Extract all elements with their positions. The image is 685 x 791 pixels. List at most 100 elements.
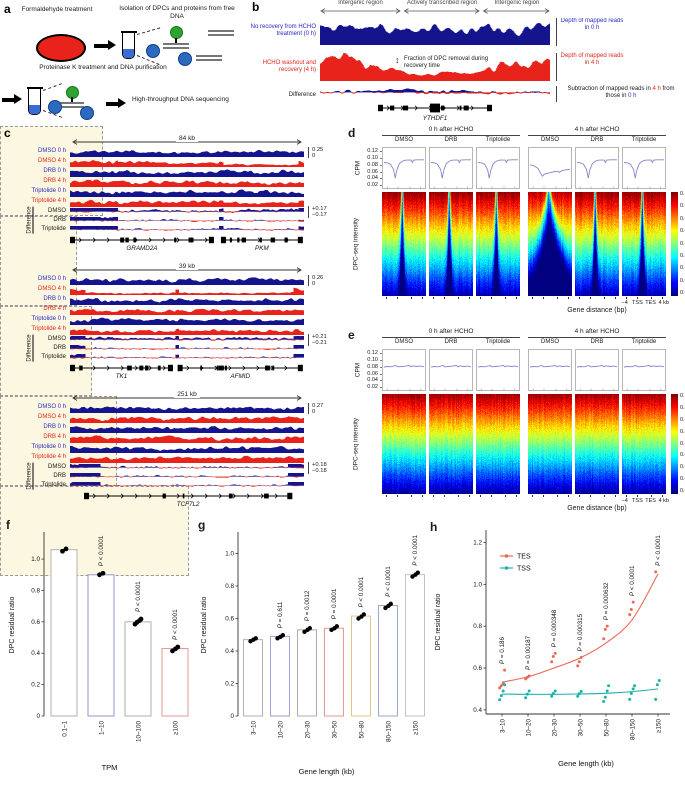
x-tick xyxy=(662,494,664,497)
point-TES xyxy=(654,570,658,574)
cpm-profile-0 xyxy=(382,147,426,189)
c-diff-1-2 xyxy=(70,354,304,362)
span-text: 251 kb xyxy=(174,391,200,398)
colorbar-tick-label: 0.05 xyxy=(680,252,685,259)
x-tick xyxy=(491,296,493,299)
highlight-box xyxy=(0,216,77,306)
svg-text:3–10: 3–10 xyxy=(500,719,507,734)
svg-text:P < 0.0001: P < 0.0001 xyxy=(358,576,365,607)
x-tick xyxy=(444,494,446,497)
panel-letter: f xyxy=(6,518,10,532)
gene-models: TK1 AFMID xyxy=(70,364,303,379)
c-track-0-5 xyxy=(70,198,304,207)
heatmap-1 xyxy=(429,192,473,296)
track-label: DRB 0 h xyxy=(43,167,66,174)
bar-80–150 xyxy=(378,605,398,717)
svg-text:0.2: 0.2 xyxy=(225,681,234,688)
data-point xyxy=(253,636,258,641)
updown-arrow-icon: ↕ xyxy=(395,55,400,65)
colorbar-tick-label: 0.02 xyxy=(680,488,685,494)
dna-icon xyxy=(163,43,189,49)
x-tick xyxy=(397,296,399,299)
gene-models: GRAMD2A PKM xyxy=(70,236,303,251)
svg-text:0.4: 0.4 xyxy=(31,650,40,657)
point-TES xyxy=(527,674,531,678)
c-track-0-1 xyxy=(70,158,304,167)
svg-text:50–80: 50–80 xyxy=(359,721,366,739)
region-label-intergenic-right: Intergenic region xyxy=(494,0,540,6)
x-tick xyxy=(410,494,412,497)
span-arrow xyxy=(72,139,302,145)
colorbar-tick-label: 0.09 xyxy=(680,404,685,411)
svg-text:P = 0.611: P = 0.611 xyxy=(277,601,284,628)
group-header-line xyxy=(382,337,520,338)
data-point xyxy=(388,601,393,607)
dna-icon xyxy=(58,102,84,108)
panel-letter: d xyxy=(348,126,356,140)
point-TES xyxy=(628,613,632,617)
subtraction-label: Subtraction of mapped reads in 4 h from … xyxy=(556,86,682,102)
svg-text:P = 0.186: P = 0.186 xyxy=(499,636,506,664)
x-tick xyxy=(568,296,570,299)
protein-blue-icon xyxy=(146,44,160,58)
colorbar-tick-label: 0.10 xyxy=(680,191,685,197)
x-tick xyxy=(637,494,639,497)
depth-0h-label: Depth of mapped reads in 0 h xyxy=(556,18,624,46)
x-tick xyxy=(516,494,518,497)
track-label: DRB 0 h xyxy=(43,423,66,430)
proteinase-label: Proteinase K treatment and DNA purificat… xyxy=(39,64,167,71)
x-tick xyxy=(568,494,570,497)
track-label: Triptolide 0 h xyxy=(31,187,66,194)
x-tick xyxy=(625,494,627,497)
data-point xyxy=(60,548,65,554)
heatmap-3 xyxy=(528,394,572,494)
x-tick xyxy=(650,296,652,299)
x-tick xyxy=(432,494,434,497)
group-header-line xyxy=(528,337,666,338)
svg-text:50–80: 50–80 xyxy=(604,719,611,737)
panel-g: g 0 0.2 0.4 0.6 0.8 1.0 DPC residual ratio 3–10 P… xyxy=(196,518,428,790)
panel-letter: e xyxy=(348,328,355,342)
bar-0.1–1 xyxy=(50,549,78,717)
x-tick xyxy=(444,296,446,299)
c-track-1-5 xyxy=(70,326,304,335)
bar-≥150 xyxy=(405,574,425,717)
span-label: 84 kb xyxy=(70,135,304,143)
svg-text:1.2: 1.2 xyxy=(473,540,482,547)
c-track-0-3 xyxy=(70,178,304,187)
x-tick xyxy=(590,296,592,299)
dna-icon xyxy=(196,55,222,61)
x-tick xyxy=(422,494,424,497)
x-tick-label: −4 xyxy=(621,299,628,306)
point-TSS xyxy=(602,699,606,703)
svg-text:PKM: PKM xyxy=(255,245,269,251)
protein-stem xyxy=(71,97,73,102)
panel-h: h 0.4 0.6 0.8 1.0 1.2 DPC residual ratio 3–10 10… xyxy=(428,518,685,790)
subtraction-text2: from those in xyxy=(605,86,675,99)
track-label: Triptolide 4 h xyxy=(31,453,66,460)
c-track-2-3 xyxy=(70,434,304,443)
x-axis-label: Gene distance (bp) xyxy=(567,307,627,314)
x-tick-labels: −4 TSS TES 4 kb xyxy=(621,299,669,307)
colorbar-tick-label: 0.02 xyxy=(680,290,685,296)
colorbar-tick-label: 0.07 xyxy=(680,228,685,235)
heatmap-5 xyxy=(622,192,666,296)
cpm-profile-4 xyxy=(575,349,619,391)
panel-g-chart: 0 0.2 0.4 0.6 0.8 1.0 DPC residual ratio 3–10 P … xyxy=(201,532,425,776)
colorbar-tick-label: 0.08 xyxy=(680,416,685,423)
point-TSS xyxy=(579,689,583,693)
x-tick xyxy=(457,296,459,299)
track-label: Triptolide 0 h xyxy=(31,443,66,450)
svg-text:≥100: ≥100 xyxy=(173,721,180,735)
c-diff-1-0 xyxy=(70,336,304,344)
data-point xyxy=(307,626,312,631)
span-text: 39 kb xyxy=(176,263,198,270)
colorbar-tick-label: 0.08 xyxy=(680,215,685,222)
svg-text:30–50: 30–50 xyxy=(332,721,339,739)
dna-icon xyxy=(208,30,234,36)
svg-text:0.6: 0.6 xyxy=(225,616,234,623)
cpm-profile-3 xyxy=(528,147,572,189)
svg-text:Gene length (kb): Gene length (kb) xyxy=(299,767,355,776)
cpm-tick xyxy=(379,164,382,166)
panel-letter: h xyxy=(430,520,438,534)
